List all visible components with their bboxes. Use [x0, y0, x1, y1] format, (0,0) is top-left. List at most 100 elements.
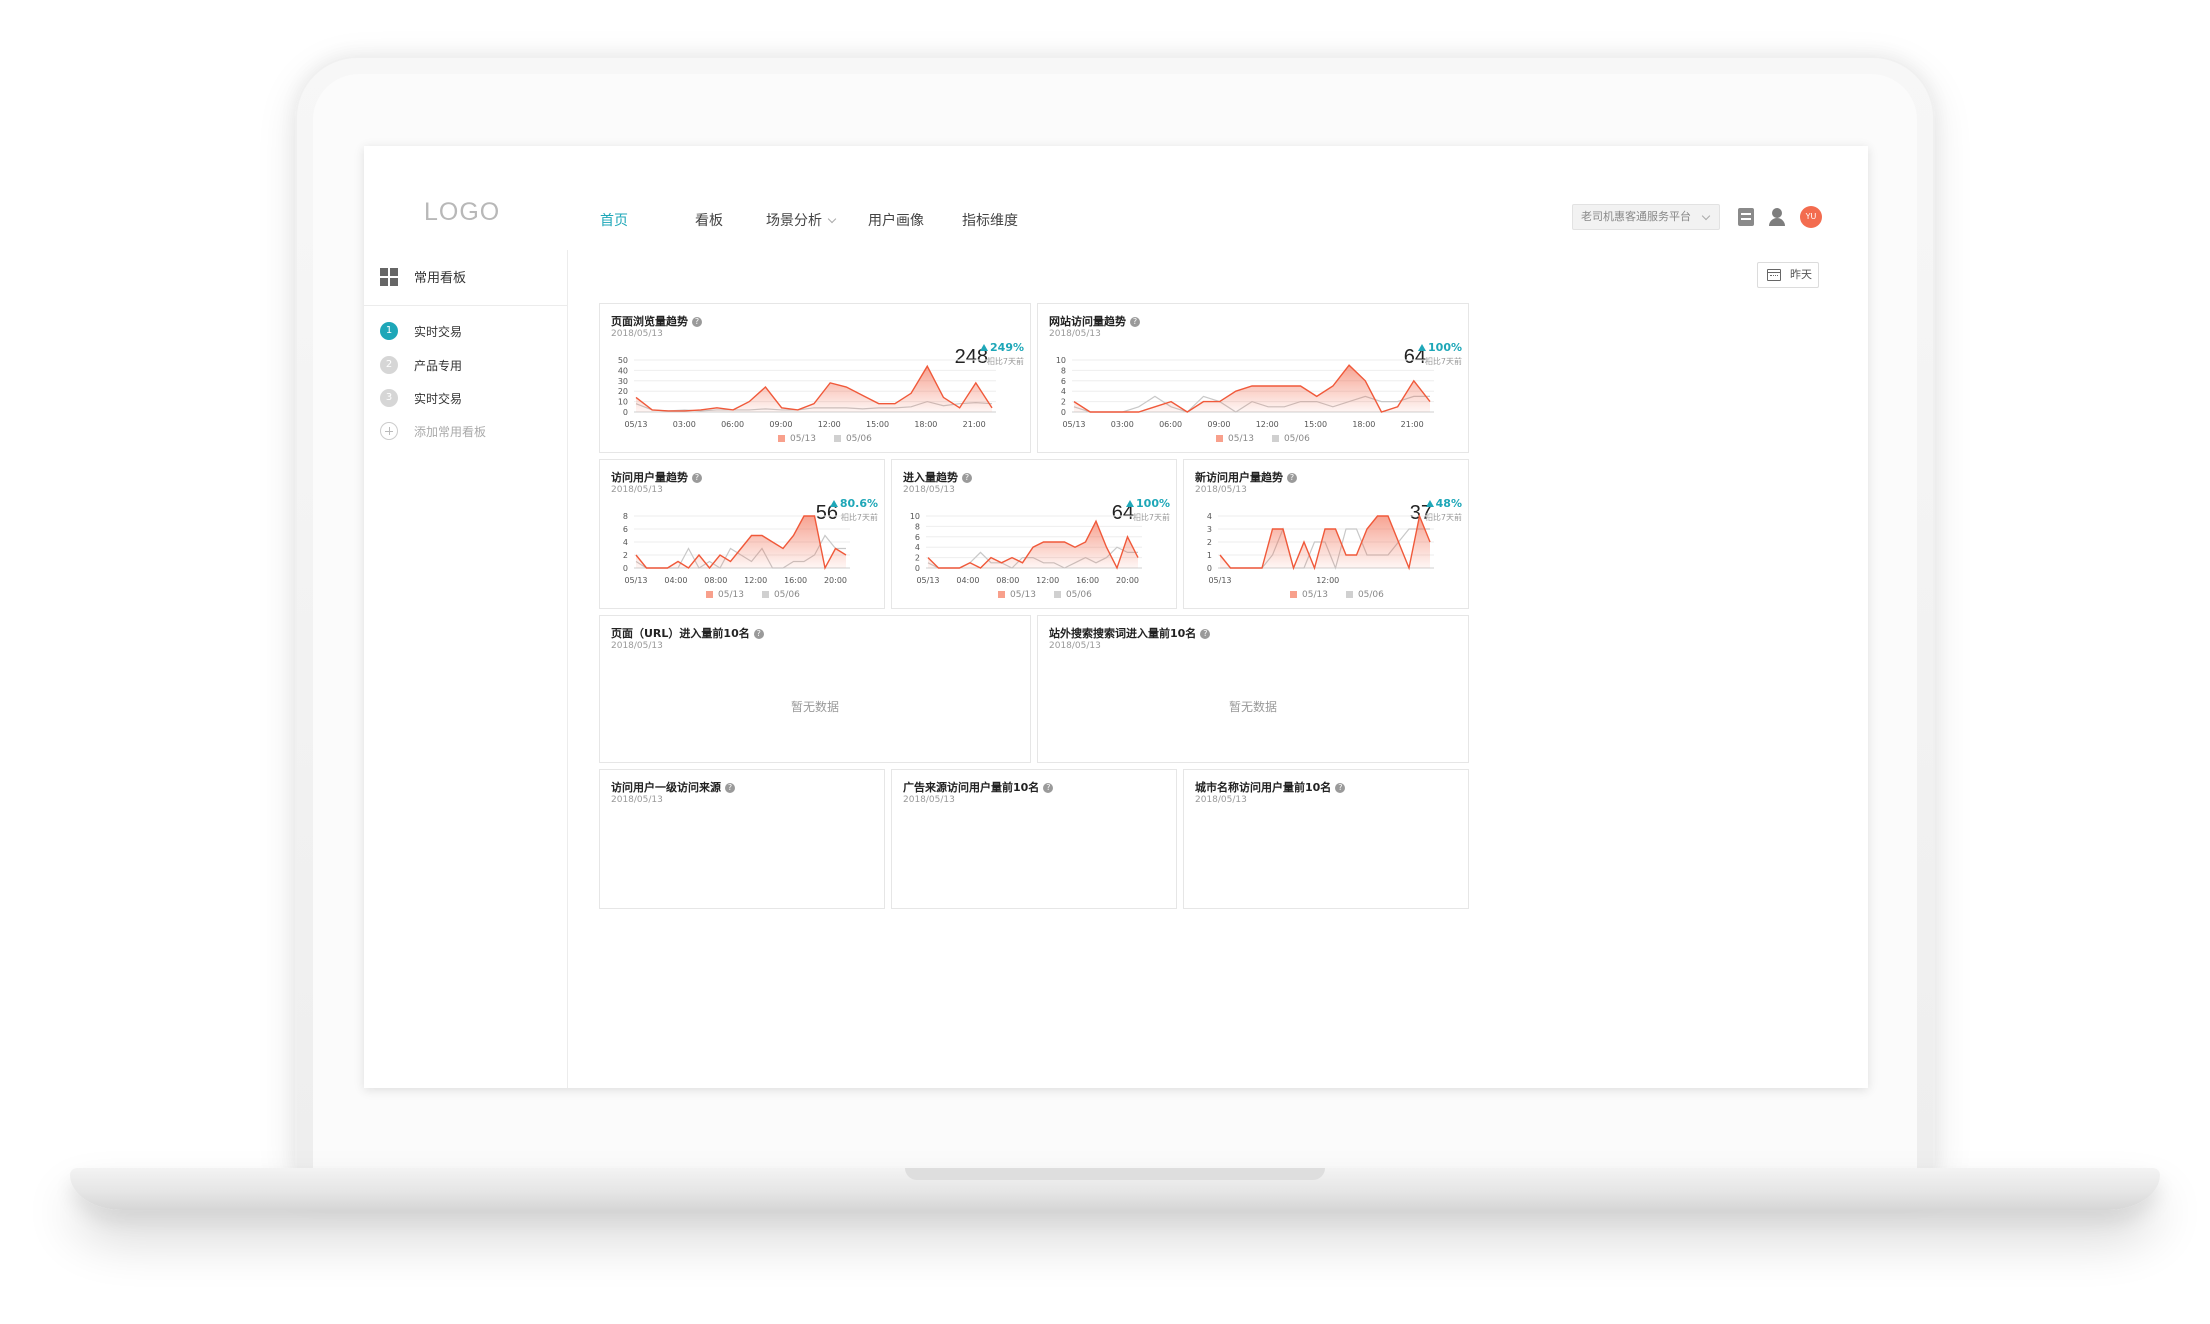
- x-tick-label: 12:00: [1316, 576, 1339, 585]
- help-icon[interactable]: ?: [753, 629, 764, 639]
- nav-scenario-analysis[interactable]: 场景分析: [766, 210, 837, 230]
- y-tick-label: 2: [915, 554, 920, 563]
- laptop-notch: [905, 1168, 1325, 1180]
- help-icon[interactable]: ?: [692, 317, 702, 327]
- card-title: 访问用户量趋势?: [611, 469, 702, 485]
- x-tick-label: 12:00: [1036, 576, 1059, 585]
- card-top-search: 站外搜索搜索词进入量前10名? 2018/05/13 暂无数据: [1037, 615, 1469, 763]
- x-tick-label: 04:00: [956, 576, 979, 585]
- legend-item[interactable]: 05/13: [1290, 590, 1328, 600]
- y-tick-label: 0: [623, 408, 628, 417]
- series-area-current: [928, 521, 1138, 568]
- card-title: 页面浏览量趋势?: [611, 313, 702, 329]
- delta-badge: 80.6%: [829, 497, 878, 510]
- calendar-icon: [1767, 269, 1781, 281]
- top-nav: LOGO 首页 看板 场景分析 用户画像 指标维度 老司机惠客通服务平台 YU: [364, 146, 1868, 250]
- legend-label: 05/13: [718, 590, 744, 600]
- y-tick-label: 3: [1207, 525, 1212, 534]
- series-area-current: [636, 366, 992, 412]
- help-icon[interactable]: ?: [1043, 783, 1054, 793]
- card-cities: 城市名称访问用户量前10名? 2018/05/13: [1183, 769, 1469, 909]
- card-title-text: 访问用户量趋势: [611, 471, 688, 484]
- document-icon[interactable]: [1738, 208, 1754, 226]
- legend-label: 05/06: [1357, 590, 1384, 600]
- delta-badge: 249%: [980, 341, 1024, 354]
- x-tick-label: 06:00: [721, 420, 744, 429]
- legend-item[interactable]: 05/06: [1271, 434, 1310, 444]
- x-tick-label: 12:00: [818, 420, 841, 429]
- card-title-text: 访问用户一级访问来源: [611, 781, 721, 794]
- grid-cell: [390, 278, 398, 286]
- chart-legend: 05/13 05/06: [1216, 434, 1328, 444]
- card-page-views: 页面浏览量趋势? 2018/05/13 248 249% 相比7天前 0 10 20…: [599, 303, 1031, 453]
- delta-caption: 相比7天前: [1424, 513, 1462, 522]
- y-tick-label: 6: [623, 525, 628, 534]
- grid-cell: [380, 268, 388, 276]
- legend-label: 05/13: [790, 434, 816, 444]
- card-date: 2018/05/13: [903, 795, 955, 805]
- card-date: 2018/05/13: [1049, 641, 1101, 651]
- user-service-icon[interactable]: [1768, 208, 1786, 226]
- sidebar-item-product[interactable]: 2 产品专用: [364, 350, 568, 380]
- help-icon[interactable]: ?: [1200, 629, 1211, 639]
- triangle-up-icon: [1418, 344, 1427, 351]
- chart-legend: 05/13 05/06: [998, 590, 1110, 600]
- delta-caption: 相比7天前: [1424, 357, 1462, 366]
- x-tick-label: 21:00: [1401, 420, 1424, 429]
- legend-item[interactable]: 05/13: [706, 590, 744, 600]
- legend-item[interactable]: 05/06: [833, 434, 872, 444]
- y-tick-label: 20: [618, 387, 628, 396]
- legend-item[interactable]: 05/13: [1216, 434, 1254, 444]
- sidebar-header[interactable]: 常用看板: [364, 250, 568, 306]
- y-tick-label: 8: [623, 512, 628, 521]
- legend-item[interactable]: 05/13: [998, 590, 1036, 600]
- legend-item[interactable]: 05/06: [1053, 590, 1092, 600]
- platform-select[interactable]: 老司机惠客通服务平台: [1572, 204, 1720, 230]
- help-icon[interactable]: ?: [725, 783, 735, 793]
- dashboard-grid-icon: [380, 268, 398, 286]
- y-tick-label: 2: [1061, 398, 1066, 407]
- x-tick-label: 05/13: [1062, 420, 1085, 429]
- legend-item[interactable]: 05/06: [761, 590, 800, 600]
- y-tick-label: 1: [1207, 551, 1212, 560]
- add-dashboard-button[interactable]: 添加常用看板: [364, 416, 568, 446]
- x-tick-label: 20:00: [1116, 576, 1139, 585]
- card-traffic-sources: 访问用户一级访问来源? 2018/05/13: [599, 769, 885, 909]
- help-icon[interactable]: ?: [1130, 317, 1140, 327]
- card-title: 城市名称访问用户量前10名?: [1195, 779, 1346, 795]
- chevron-down-icon: [1701, 211, 1711, 221]
- card-date: 2018/05/13: [1049, 329, 1101, 339]
- date-picker-label: 昨天: [1790, 268, 1812, 281]
- y-tick-label: 8: [1061, 366, 1066, 375]
- date-picker-button[interactable]: 昨天: [1757, 262, 1819, 288]
- legend-swatch: [1290, 591, 1297, 598]
- x-tick-label: 05/13: [1208, 576, 1231, 585]
- sidebar-item-realtime-trade-3[interactable]: 3 实时交易: [364, 383, 568, 413]
- legend-swatch: [778, 435, 785, 442]
- x-tick-label: 03:00: [1111, 420, 1134, 429]
- legend-item[interactable]: 05/13: [778, 434, 816, 444]
- sidebar-item-label: 实时交易: [414, 392, 463, 406]
- help-icon[interactable]: ?: [1287, 473, 1297, 483]
- help-icon[interactable]: ?: [1335, 783, 1346, 793]
- sidebar-item-realtime-trade-1[interactable]: 1 实时交易: [364, 316, 568, 346]
- card-title: 页面（URL）进入量前10名?: [611, 625, 764, 641]
- grid-cell: [380, 278, 388, 286]
- avatar[interactable]: YU: [1800, 206, 1822, 228]
- delta-badge: 100%: [1126, 497, 1170, 510]
- help-icon[interactable]: ?: [962, 473, 972, 483]
- card-title: 网站访问量趋势?: [1049, 313, 1140, 329]
- legend-item[interactable]: 05/06: [1345, 590, 1384, 600]
- legend-label: 05/13: [1302, 590, 1328, 600]
- help-icon[interactable]: ?: [692, 473, 702, 483]
- card-top-url: 页面（URL）进入量前10名? 2018/05/13 暂无数据: [599, 615, 1031, 763]
- series-line-current: [635, 515, 847, 571]
- nav-user-profile[interactable]: 用户画像: [868, 213, 924, 229]
- nav-board[interactable]: 看板: [695, 213, 723, 229]
- x-tick-label: 09:00: [769, 420, 792, 429]
- x-tick-label: 18:00: [914, 420, 937, 429]
- nav-metrics[interactable]: 指标维度: [962, 213, 1018, 229]
- nav-home[interactable]: 首页: [600, 213, 628, 229]
- delta-value: 80.6%: [839, 497, 878, 510]
- x-tick-label: 21:00: [963, 420, 986, 429]
